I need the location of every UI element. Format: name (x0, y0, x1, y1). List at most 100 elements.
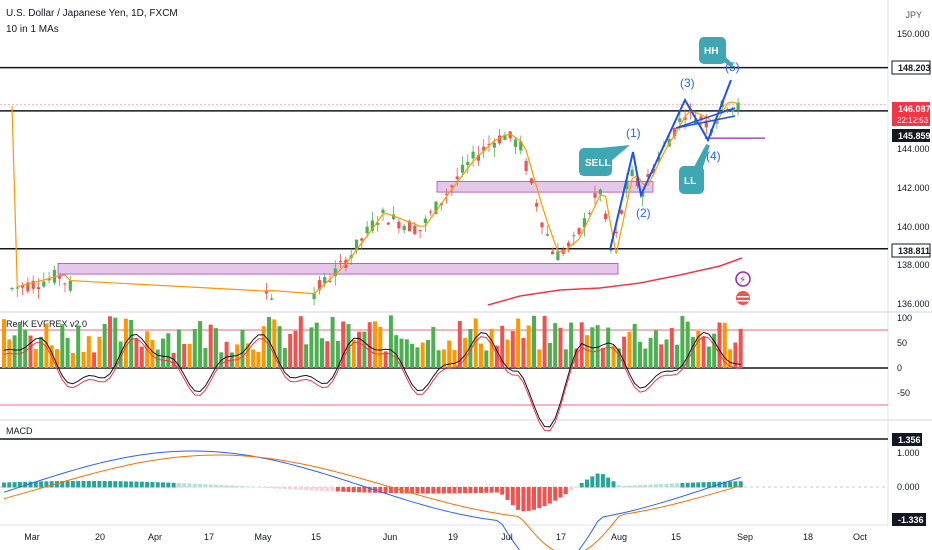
everex-bar (569, 322, 574, 368)
macd-hist-bar (60, 481, 65, 488)
everex-bar (293, 330, 298, 368)
macd-hist-bar (738, 481, 743, 488)
ma-slow-line (487, 257, 743, 306)
sell-bubble[interactable] (579, 148, 612, 176)
everex-bar (399, 338, 404, 368)
macd-hist-bar (113, 481, 118, 488)
macd-hist-bar (23, 481, 28, 488)
macd-hist-bar (314, 487, 319, 491)
macd-hist-bar (722, 481, 727, 488)
everex-bar (378, 326, 383, 368)
candle-body (450, 185, 454, 188)
macd-hist-bar (696, 482, 701, 488)
everex-bar (346, 324, 351, 368)
macd-hist-bar (547, 487, 552, 504)
us-flag-icon[interactable] (736, 291, 750, 305)
macd-hist-bar (526, 487, 531, 511)
macd-hist-bar (145, 481, 150, 488)
candle-body (270, 298, 274, 300)
candle-body (498, 135, 502, 144)
macd-hist-bar (55, 481, 59, 488)
candle-body (672, 128, 677, 137)
time-tick-1: 20 (95, 532, 105, 542)
everex-bar (298, 316, 303, 368)
macd-hist-bar (235, 485, 240, 488)
candle-body (476, 155, 480, 161)
macd-signal-line (3, 454, 741, 550)
everex-bar (627, 331, 632, 368)
macd-tag-top-bg (892, 433, 922, 446)
ll-bubble[interactable] (679, 166, 704, 194)
macd-hist-bar (28, 481, 33, 488)
macd-hist-bar (653, 484, 658, 488)
macd-hist-bar (346, 487, 351, 492)
everex-bar (176, 329, 181, 368)
candle-body (455, 176, 459, 180)
candle-body (42, 281, 46, 287)
everex-bar (516, 318, 521, 368)
macd-hist-bar (558, 487, 563, 498)
candle-body (365, 226, 369, 234)
candle-body (598, 189, 602, 195)
candle-body (429, 211, 433, 213)
time-tick-6: Jun (383, 532, 398, 542)
candle-body (566, 242, 571, 247)
tag-last-price: 146.087 (898, 104, 931, 114)
everex-tick-neg50: -50 (897, 388, 910, 398)
macd-hist-bar (616, 485, 621, 488)
macd-hist-bar (171, 482, 176, 488)
macd-tag-bottom-bg (892, 513, 926, 526)
everex-bar (113, 317, 118, 368)
wave-label-1: (1) (626, 126, 641, 140)
hh-bubble[interactable] (699, 37, 726, 64)
price-tick-150: 150.000 (897, 29, 930, 39)
everex-bar (622, 336, 627, 368)
everex-bar (606, 327, 611, 368)
everex-bar (505, 339, 510, 368)
candle-body (413, 225, 417, 235)
everex-bar (108, 316, 112, 368)
everex-bar (92, 352, 97, 368)
candle-body (725, 108, 730, 110)
macd-hist-bar (388, 487, 393, 494)
currency-label[interactable]: JPY (905, 10, 922, 20)
everex-bar (70, 352, 75, 368)
everex-bar (431, 326, 436, 368)
macd-tag-bottom: -1.336 (898, 515, 924, 525)
macd-hist-bar (728, 481, 733, 488)
macd-hist-bar (569, 487, 574, 491)
everex-bar (404, 339, 409, 368)
everex-bar (553, 323, 558, 368)
macd-hist-bar (129, 481, 134, 488)
macd-hist-bar (669, 483, 674, 488)
candle-body (582, 218, 586, 228)
everex-bar (659, 344, 664, 368)
everex-bar (335, 341, 340, 368)
everex-bar (251, 349, 256, 368)
macd-hist-bar (426, 487, 430, 494)
candle-body (529, 178, 533, 184)
everex-bar (2, 319, 6, 368)
everex-bar (261, 326, 266, 368)
wave-label-2: (2) (636, 206, 651, 220)
candle-body (635, 177, 639, 187)
macd-hist-bar (542, 487, 547, 507)
everex-bar (240, 329, 245, 368)
candle-body (58, 275, 62, 279)
everex-bar (198, 321, 203, 368)
macd-hist-bar (585, 479, 589, 488)
macd-hist-bar (81, 480, 86, 488)
candle-body (593, 193, 597, 198)
everex-bar (648, 337, 653, 368)
macd-hist-bar (203, 484, 208, 488)
macd-hist-bar (675, 483, 680, 488)
time-tick-14: Oct (853, 532, 868, 542)
everex-bar (76, 325, 81, 368)
candle-body (402, 225, 406, 231)
macd-hist-bar (256, 487, 261, 488)
macd-hist-bar (383, 487, 388, 494)
lightning-icon[interactable] (735, 271, 751, 287)
macd-hist-bar (219, 485, 224, 488)
